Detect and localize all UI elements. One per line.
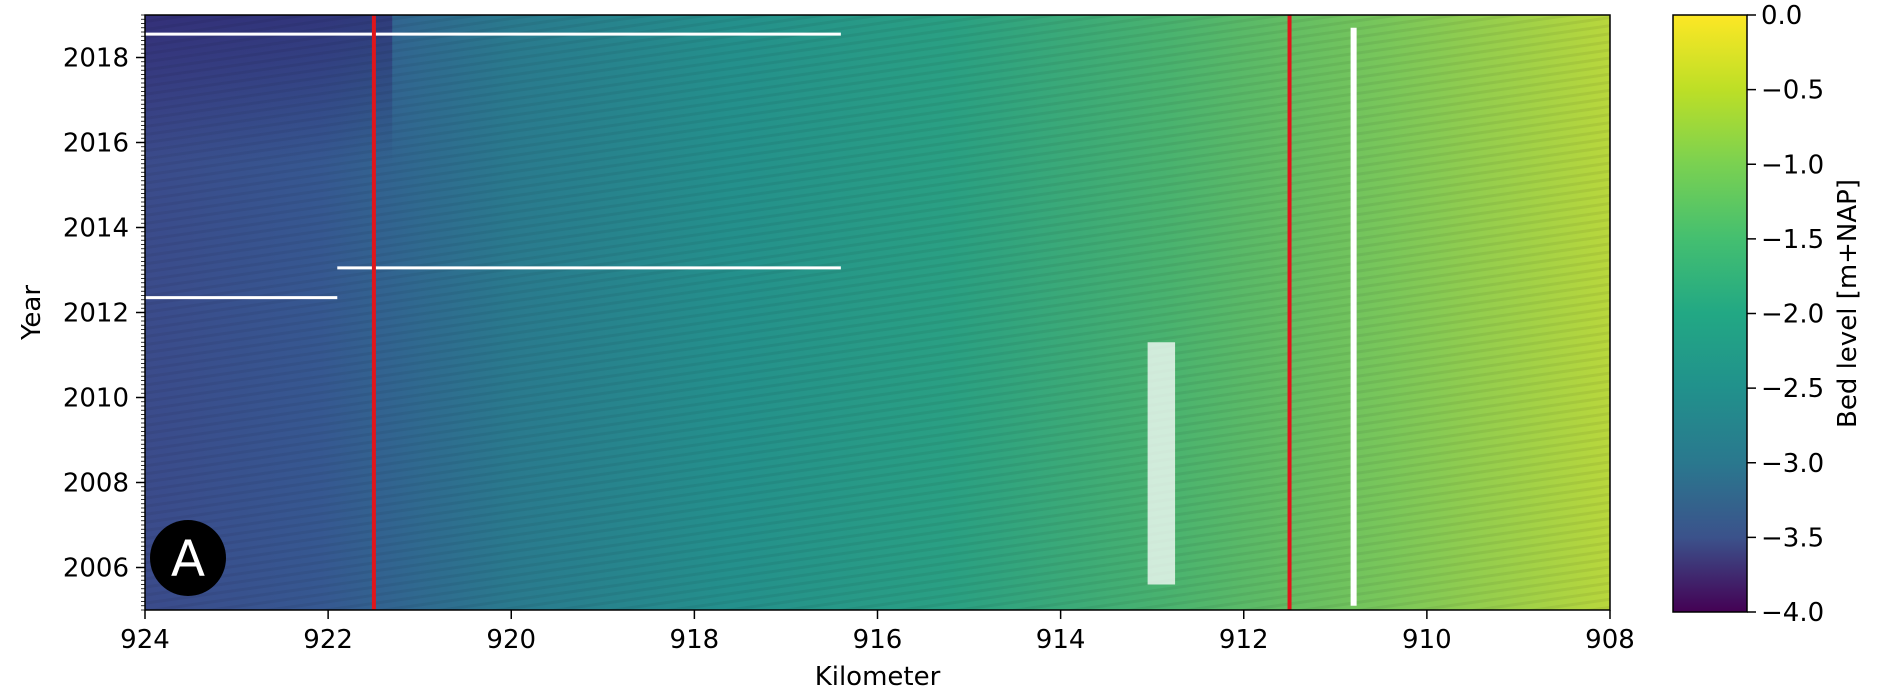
- x-tick-label: 920: [486, 625, 536, 655]
- colorbar-tick-label: −2.5: [1761, 374, 1824, 404]
- y-tick-label: 2014: [63, 214, 129, 244]
- x-tick-label: 916: [853, 625, 903, 655]
- missing-data-block: [1147, 342, 1176, 585]
- colorbar-title: Bed level [m+NAP]: [1833, 179, 1863, 428]
- y-tick-label: 2008: [63, 469, 129, 499]
- x-tick-label: 924: [120, 625, 170, 655]
- colorbar: [1672, 14, 1748, 613]
- y-tick-label: 2012: [63, 299, 129, 329]
- panel-label-badge: [150, 520, 226, 596]
- x-tick-label: 910: [1402, 625, 1452, 655]
- colorbar-tick-label: −1.5: [1761, 225, 1824, 255]
- y-tick-label: 2018: [63, 44, 129, 74]
- x-tick-label: 908: [1585, 625, 1635, 655]
- x-tick-label: 914: [1036, 625, 1086, 655]
- y-tick-label: 2016: [63, 129, 129, 159]
- panel-label: A: [171, 530, 205, 588]
- colorbar-tick-label: −3.5: [1761, 523, 1824, 553]
- y-tick-label: 2006: [63, 554, 129, 584]
- colorbar-tick-label: 0.0: [1761, 1, 1802, 31]
- missing-data-band: [1350, 27, 1357, 606]
- colorbar-tick-label: −2.0: [1761, 300, 1824, 330]
- x-axis-title: Kilometer: [815, 662, 941, 692]
- x-tick-label: 922: [303, 625, 353, 655]
- heatmap-texture: [145, 15, 1610, 610]
- y-axis-title: Year: [17, 285, 47, 341]
- colorbar-tick-label: −1.0: [1761, 150, 1824, 180]
- colorbar-tick-label: −3.0: [1761, 449, 1824, 479]
- colorbar-tick-label: −0.5: [1761, 76, 1824, 106]
- colorbar-tick-label: −4.0: [1761, 598, 1824, 628]
- x-tick-label: 912: [1219, 625, 1269, 655]
- x-tick-label: 918: [670, 625, 720, 655]
- y-tick-label: 2010: [63, 384, 129, 414]
